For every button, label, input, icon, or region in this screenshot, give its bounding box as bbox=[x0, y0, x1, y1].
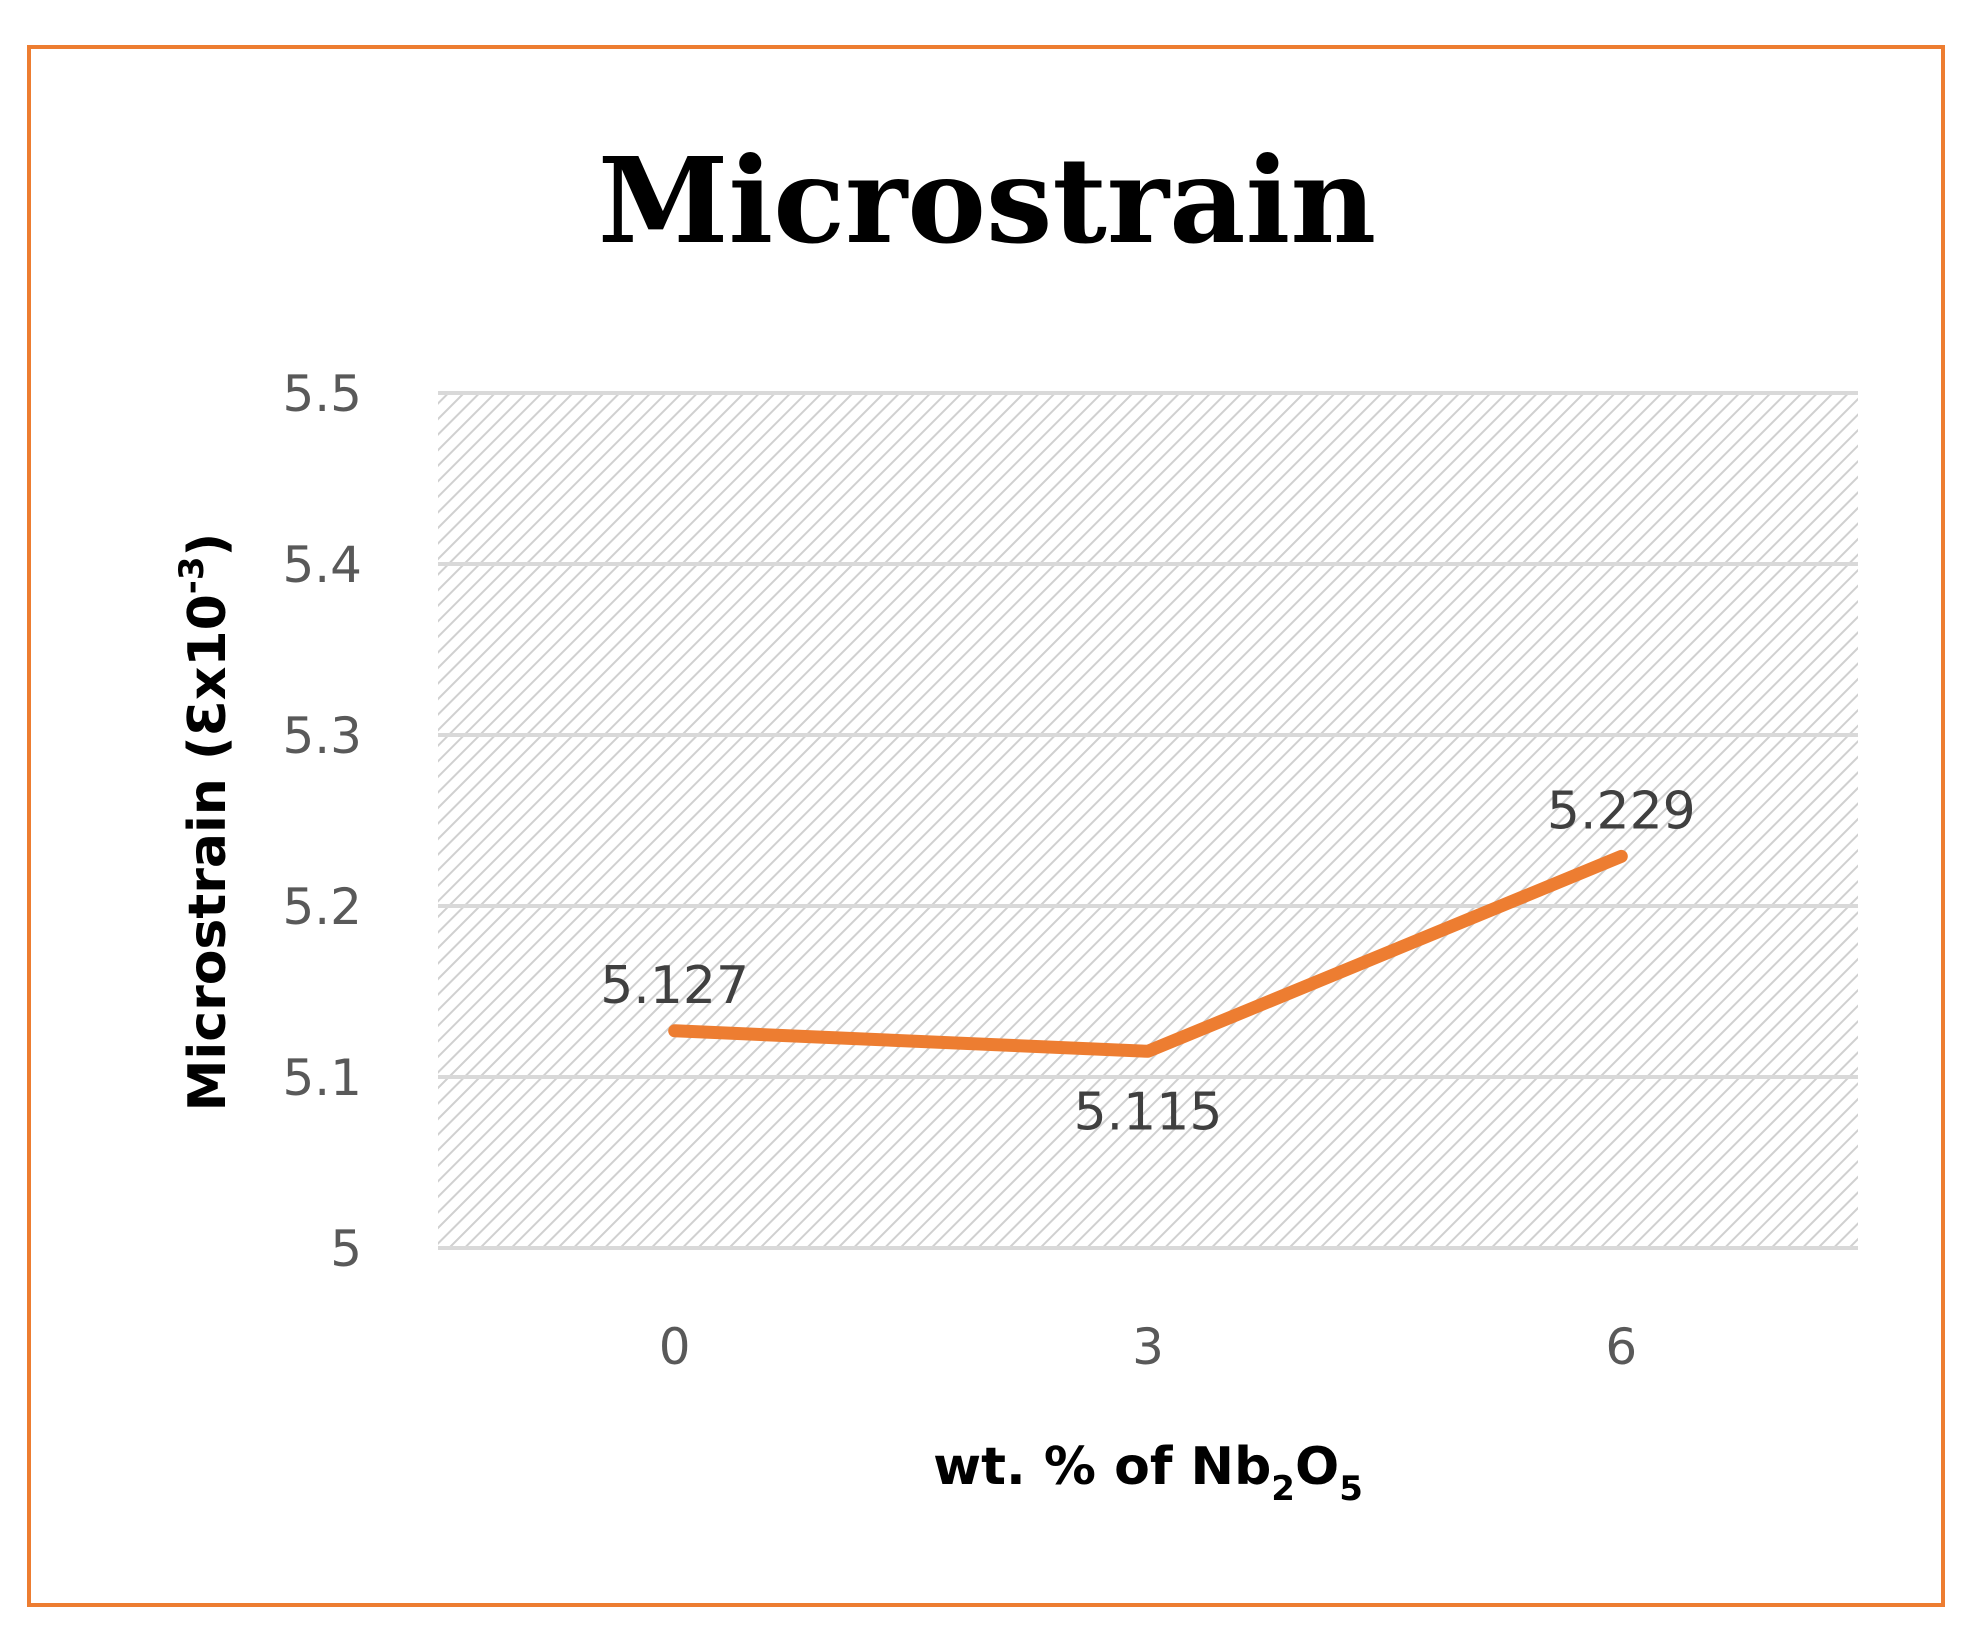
x-tick-label: 3 bbox=[1132, 1318, 1164, 1376]
data-label: 5.127 bbox=[600, 956, 749, 1016]
data-label: 5.115 bbox=[1074, 1082, 1223, 1142]
y-tick-label: 5.5 bbox=[282, 365, 362, 423]
gridlines bbox=[438, 391, 1858, 1250]
y-tick-labels: 5 5.1 5.2 5.3 5.4 5.5 bbox=[282, 365, 362, 1278]
y-axis-title: Microstrain (Ɛx10-3) bbox=[172, 533, 238, 1112]
x-tick-label: 6 bbox=[1605, 1318, 1637, 1376]
y-tick-label: 5.2 bbox=[282, 878, 362, 936]
x-axis-title-sub1: 2 bbox=[1271, 1469, 1295, 1509]
series-microstrain bbox=[668, 849, 1628, 1058]
data-labels: 5.127 5.115 5.229 bbox=[600, 781, 1696, 1142]
y-tick-label: 5 bbox=[330, 1220, 362, 1278]
x-axis-title-sub2: 5 bbox=[1339, 1469, 1363, 1509]
data-label: 5.229 bbox=[1547, 781, 1696, 841]
y-axis-title-sup: -3 bbox=[172, 556, 212, 594]
x-axis-title-mid: O bbox=[1295, 1437, 1339, 1497]
y-axis-title-close: ) bbox=[178, 533, 238, 557]
x-tick-label: 0 bbox=[659, 1318, 691, 1376]
y-tick-label: 5.4 bbox=[282, 536, 362, 594]
plot-area bbox=[438, 393, 1858, 1248]
x-axis-title: wt. % of Nb2O5 bbox=[933, 1437, 1363, 1509]
x-tick-labels: 0 3 6 bbox=[659, 1318, 1637, 1376]
x-axis-title-prefix: wt. % of Nb bbox=[933, 1437, 1271, 1497]
y-axis-title-base: Microstrain (Ɛx10 bbox=[178, 594, 238, 1111]
chart-title: Microstrain bbox=[598, 131, 1376, 270]
y-tick-label: 5.1 bbox=[282, 1049, 362, 1107]
y-tick-label: 5.3 bbox=[282, 707, 362, 765]
